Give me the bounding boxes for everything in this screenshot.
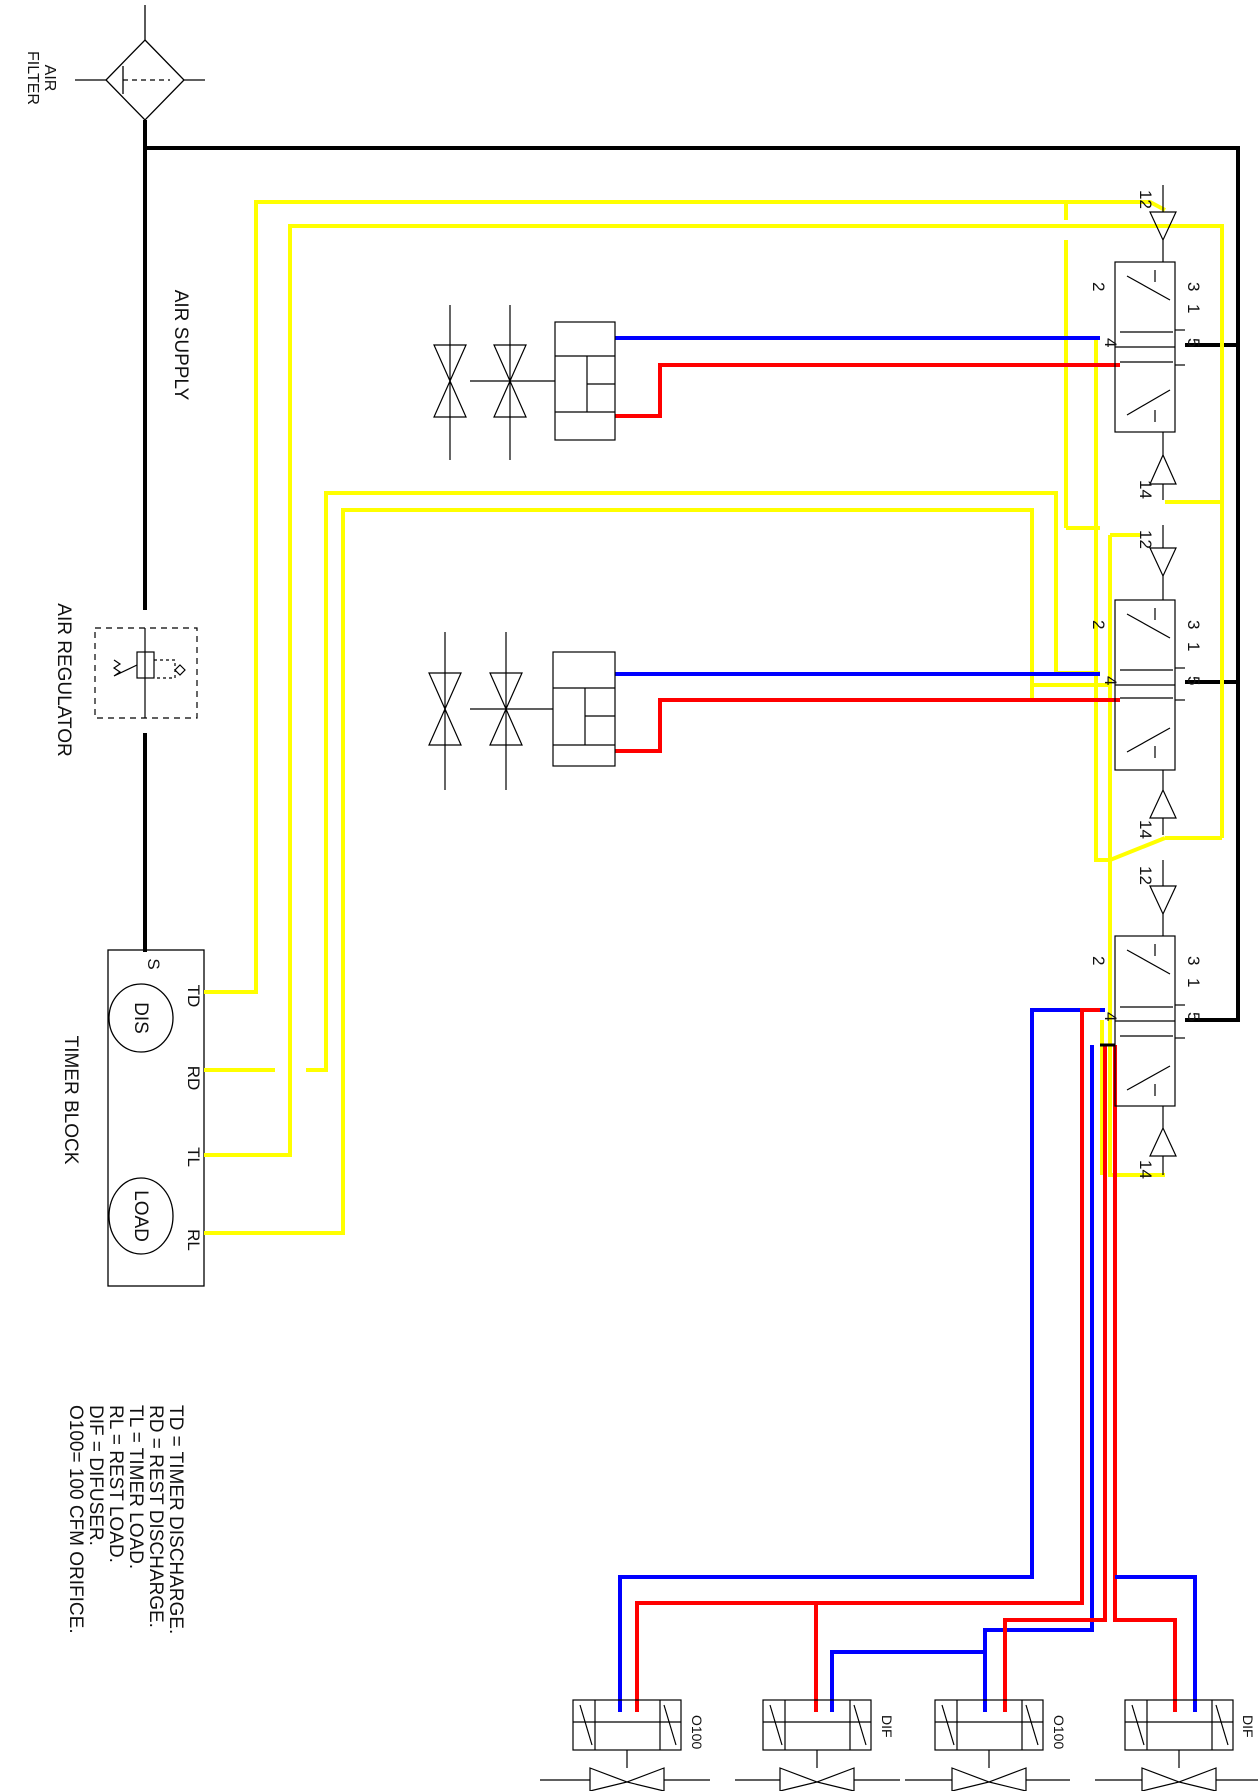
v1-port-1: 1 [1184,304,1203,313]
legend-rl: RL = REST LOAD. [105,1405,126,1563]
v1-port-3: 3 [1184,282,1203,291]
v3-port-3: 3 [1184,956,1203,965]
legend-o100: O100= 100 CFM ORIFICE. [65,1405,86,1634]
v1-port-5: 5 [1184,338,1203,347]
air-filter-label-line2: FILTER [24,51,41,105]
pilot-lines [204,200,1224,1235]
v3-port-14: 14 [1136,1160,1155,1179]
bottom-valve-3 [905,1699,1070,1791]
port-rd-label: RD [184,1066,203,1091]
actuator-lines-upper [615,336,1120,753]
actuator-1 [433,305,616,460]
v2-port-3: 3 [1184,620,1203,629]
port-tl-label: TL [184,1147,203,1167]
bottom-valve-2-label: DIF [879,1715,895,1738]
bottom-valve-1-label: O100 [689,1715,705,1749]
v2-port-14: 14 [1136,820,1155,839]
dis-label: DIS [130,1002,151,1034]
port-td-label: TD [184,985,203,1008]
legend: TD = TIMER DISCHARGE. RD = REST DISCHARG… [65,1405,186,1634]
v2-port-2: 2 [1089,620,1108,629]
air-filter-symbol [75,5,205,121]
actuator-lines-lower [618,1008,1197,1712]
v2-port-12: 12 [1136,530,1155,549]
port-rl-label: RL [184,1229,203,1251]
timer-block [107,949,205,1287]
v1-port-14: 14 [1136,480,1155,499]
v1-port-12: 12 [1136,190,1155,209]
bottom-valve-4 [1095,1699,1258,1791]
v1-port-2: 2 [1089,282,1108,291]
v1-port-4: 4 [1101,338,1120,347]
valve-port-labels: 12 14 3 1 5 2 4 12 14 3 1 5 2 4 12 14 3 … [1089,190,1203,1179]
directional-valve-2 [1114,525,1185,835]
load-label: LOAD [130,1190,151,1242]
bottom-valve-1 [540,1699,710,1791]
v3-port-1: 1 [1184,978,1203,987]
legend-td: TD = TIMER DISCHARGE. [165,1405,186,1634]
bottom-valve-3-label: O100 [1051,1715,1067,1749]
v2-port-4: 4 [1101,676,1120,685]
v3-port-5: 5 [1184,1012,1203,1021]
load-circle [108,1177,174,1255]
air-supply-lines [143,120,1240,1022]
v3-port-4: 4 [1101,1012,1120,1021]
bottom-valve-4-label: DIF [1240,1715,1256,1738]
air-regulator-symbol [94,627,198,719]
v3-port-2: 2 [1089,956,1108,965]
air-filter-label-line1: AIR [41,65,58,92]
actuator-2 [428,632,616,790]
dis-circle [108,983,174,1053]
port-s-label: S [144,958,163,969]
legend-tl: TL = TIMER LOAD. [125,1405,146,1569]
legend-rd: RD = REST DISCHARGE. [145,1405,166,1628]
timer-block-label: TIMER BLOCK [60,1036,81,1165]
v2-port-1: 1 [1184,642,1203,651]
air-regulator-label: AIR REGULATOR [53,603,74,756]
air-supply-label: AIR SUPPLY [170,290,191,401]
v3-port-12: 12 [1136,866,1155,885]
directional-valve-1 [1114,185,1185,500]
v2-port-5: 5 [1184,676,1203,685]
bottom-valve-2 [735,1699,900,1791]
legend-dif: DIF = DIFUSER. [85,1405,106,1546]
directional-valve-3 [1114,860,1185,1175]
